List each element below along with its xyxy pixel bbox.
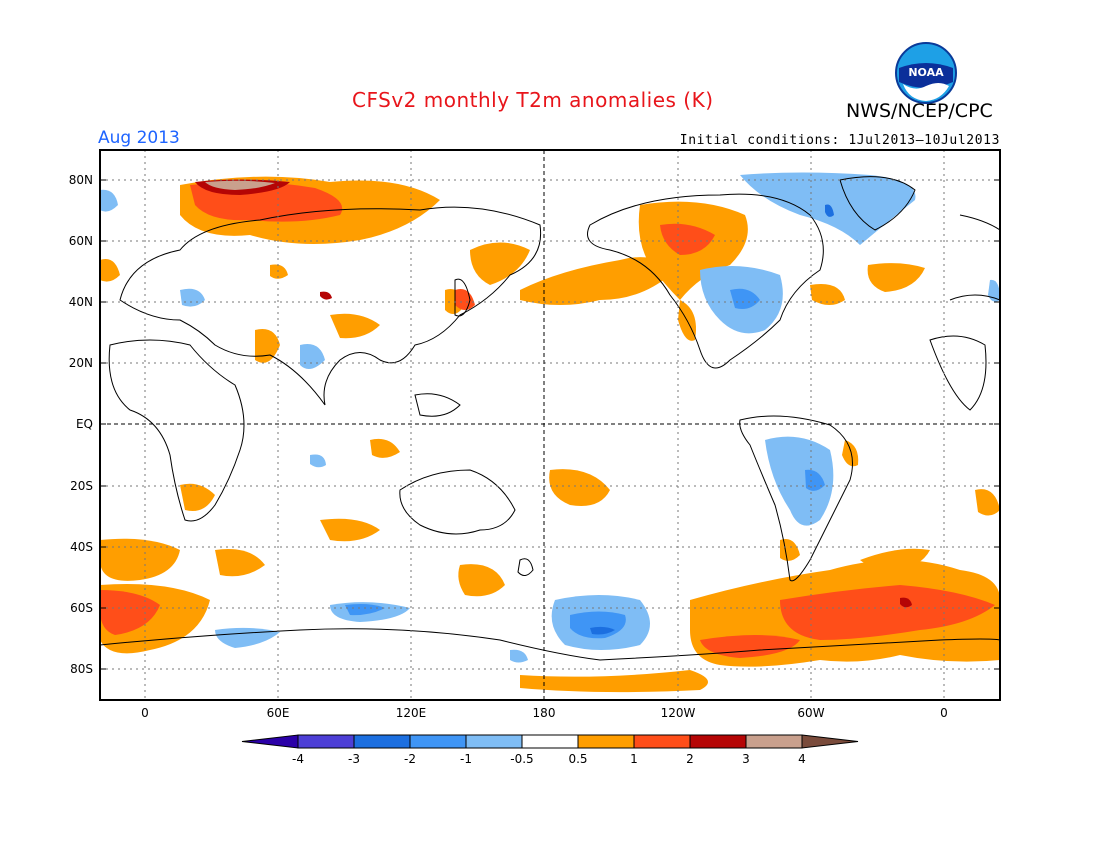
colorbar-segment [801,734,859,749]
colorbar-segment [689,734,747,749]
figure-title: CFSv2 monthly T2m anomalies (K) [352,88,714,112]
colorbar-segment [745,734,803,749]
lon-label: 120E [396,706,427,720]
colorbar-label: -3 [348,752,360,766]
lat-label: 20N [69,356,93,370]
colorbar-segment [521,734,579,749]
anomaly-field [100,150,1000,700]
lat-label: 20S [70,479,93,493]
map-frame [99,149,1001,701]
lat-label: 60S [70,601,93,615]
colorbar-segment [465,734,523,749]
lat-label: 40S [70,540,93,554]
lat-label: 40N [69,295,93,309]
colorbar-label: 0.5 [568,752,587,766]
colorbar-segment [633,734,691,749]
lat-label: 80N [69,173,93,187]
latitude-labels: 80N 60N 40N 20N EQ 20S 40S 60S 80S [69,173,93,676]
negative-anomaly-regions [100,172,1000,663]
axis-ticks [100,179,1000,670]
colorbar-segment [241,734,299,749]
colorbar-label: 3 [742,752,750,766]
lat-label: 80S [70,662,93,676]
colorbar-label: 2 [686,752,694,766]
colorbar-label: -4 [292,752,304,766]
initial-conditions-label: Initial conditions: 1Jul2013–10Jul2013 [679,133,1000,148]
colorbar-label: -2 [404,752,416,766]
lon-label: 60W [797,706,824,720]
strong-positive-anomaly-regions [100,182,995,658]
colorbar-segment [577,734,635,749]
colorbar-segment [353,734,411,749]
extreme-positive-anomaly-regions [195,179,912,608]
lat-label: 60N [69,234,93,248]
lon-label: 0 [940,706,948,720]
colorbar-label: -1 [460,752,472,766]
longitude-labels: 0 60E 120E 180 120W 60W 0 [141,706,948,720]
noaa-logo: NOAA [895,42,957,104]
colorbar-label: 4 [798,752,806,766]
coastlines [100,176,1000,661]
strong-negative-anomaly-regions [345,288,825,639]
colorbar-label: -0.5 [510,752,533,766]
lat-lon-grid [100,150,1000,700]
colorbar-segment [409,734,467,749]
lon-label: 180 [533,706,556,720]
lon-label: 0 [141,706,149,720]
positive-anomaly-regions [100,176,1000,693]
very-strong-negative-anomaly-regions [590,204,834,635]
lat-label: EQ [76,417,93,431]
colorbar-segment [297,734,355,749]
lon-label: 60E [267,706,290,720]
colorbar: -4 -3 -2 -1 -0.5 0.5 1 2 3 4 [241,734,859,766]
noaa-logo-text: NOAA [908,66,944,79]
lon-label: 120W [661,706,696,720]
org-label: NWS/NCEP/CPC [846,100,993,122]
equator-dateline [100,150,1000,700]
colorbar-label: 1 [630,752,638,766]
month-label: Aug 2013 [98,128,180,148]
